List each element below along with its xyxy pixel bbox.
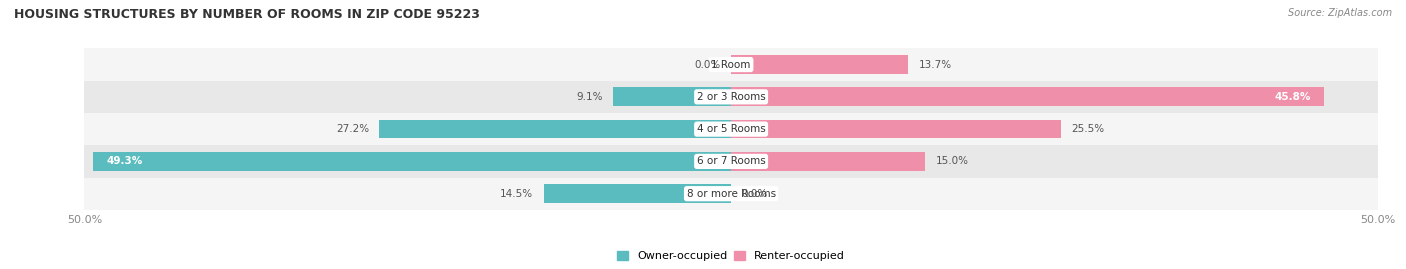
Text: 9.1%: 9.1%	[576, 92, 603, 102]
Bar	[731, 152, 925, 171]
Bar	[731, 55, 908, 74]
Bar	[93, 152, 731, 171]
Bar	[731, 120, 1062, 139]
Text: 4 or 5 Rooms: 4 or 5 Rooms	[697, 124, 765, 134]
Bar	[84, 113, 1378, 145]
Text: 27.2%: 27.2%	[336, 124, 368, 134]
Text: 13.7%: 13.7%	[918, 59, 952, 70]
Text: 49.3%: 49.3%	[107, 156, 142, 167]
Text: Source: ZipAtlas.com: Source: ZipAtlas.com	[1288, 8, 1392, 18]
Legend: Owner-occupied, Renter-occupied: Owner-occupied, Renter-occupied	[613, 247, 849, 266]
Bar	[84, 145, 1378, 178]
Text: HOUSING STRUCTURES BY NUMBER OF ROOMS IN ZIP CODE 95223: HOUSING STRUCTURES BY NUMBER OF ROOMS IN…	[14, 8, 479, 21]
Bar	[613, 87, 731, 106]
Text: 1 Room: 1 Room	[711, 59, 751, 70]
Bar	[380, 120, 731, 139]
Bar	[84, 48, 1378, 81]
Bar	[544, 184, 731, 203]
Text: 0.0%: 0.0%	[741, 189, 768, 199]
Text: 2 or 3 Rooms: 2 or 3 Rooms	[697, 92, 765, 102]
Bar	[84, 81, 1378, 113]
Text: 6 or 7 Rooms: 6 or 7 Rooms	[697, 156, 765, 167]
Bar	[84, 178, 1378, 210]
Bar	[731, 87, 1323, 106]
Text: 0.0%: 0.0%	[695, 59, 721, 70]
Text: 8 or more Rooms: 8 or more Rooms	[686, 189, 776, 199]
Text: 25.5%: 25.5%	[1071, 124, 1105, 134]
Text: 45.8%: 45.8%	[1274, 92, 1310, 102]
Text: 15.0%: 15.0%	[935, 156, 969, 167]
Text: 14.5%: 14.5%	[501, 189, 533, 199]
